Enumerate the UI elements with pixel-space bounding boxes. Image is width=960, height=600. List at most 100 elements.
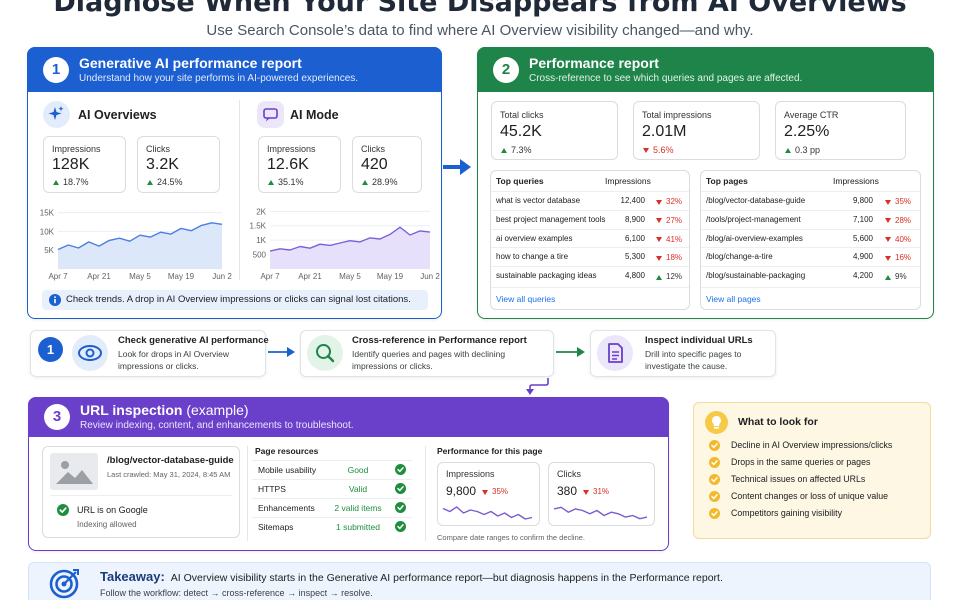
section-title: Page resources (255, 446, 319, 456)
change: 28% (885, 215, 911, 227)
icon-shape (72, 335, 108, 371)
icon-shape (395, 464, 406, 475)
metric-value: 3.2K (146, 156, 179, 173)
metric-value: 128K (52, 156, 90, 173)
section-title: AI Overviews (78, 108, 157, 122)
resource-label: Sitemaps (258, 522, 294, 532)
look-item: Competitors gaining visibility (731, 508, 842, 518)
row-name: best project management tools (496, 214, 606, 224)
metric-value: 2.25% (784, 123, 830, 140)
metric-label: Clicks (557, 469, 581, 479)
row-impressions: 8,900 (624, 214, 645, 224)
x-tick-label: Apr 7 (260, 272, 280, 281)
chart: 5K 10K 15K Apr 7 Apr 21 May 5 May 19 Jun 2 (40, 209, 233, 281)
y-tick-label: 1.5K (250, 222, 267, 231)
panel-subtitle: Cross-reference to see which queries and… (529, 72, 803, 84)
row-name: /blog/vector-database-guide (706, 196, 806, 205)
icon-shape (55, 575, 73, 593)
y-tick-label: 15K (40, 209, 55, 218)
change: 18% (656, 252, 682, 264)
row-divider (491, 191, 689, 192)
takeaway-text: AI Overview visibility starts in the Gen… (170, 572, 723, 584)
panel-header (27, 47, 442, 92)
row-divider (701, 209, 920, 211)
panel-title-note: (example) (186, 402, 249, 418)
info-icon (49, 294, 61, 306)
y-tick-label: 500 (253, 251, 267, 260)
row-divider (701, 287, 920, 288)
step-description: impressions or clicks. (118, 361, 199, 371)
step-icon (307, 335, 343, 371)
metric-value: 380 (557, 484, 578, 498)
look-box (693, 402, 931, 539)
change-value: 5.6% (653, 145, 674, 155)
icon-shape (48, 107, 62, 120)
arrow (268, 347, 295, 357)
resource-label: Enhancements (258, 503, 315, 513)
change: 9% (885, 271, 907, 283)
chart (553, 506, 648, 520)
change-value: 16% (895, 253, 912, 263)
panel-title: URL inspection (example) (80, 402, 249, 418)
metric-label: Impressions (52, 144, 101, 154)
row-name: ai overview examples (496, 233, 573, 243)
step-description: investigate the cause. (645, 361, 728, 371)
metric-label: Average CTR (784, 110, 839, 120)
step-icon (72, 335, 108, 371)
icon-shape (78, 345, 102, 361)
icon-shape (397, 486, 404, 492)
check-icon (395, 483, 406, 494)
icon-shape (460, 159, 471, 175)
change-value: 35% (492, 487, 509, 496)
metric-label: Clicks (146, 144, 170, 154)
icon-shape (61, 461, 69, 469)
target-icon (49, 569, 79, 599)
x-tick-label: Jun 2 (212, 272, 232, 281)
row-name: how to change a tire (496, 252, 569, 262)
resource-value: Valid (348, 484, 368, 494)
x-tick-label: Apr 21 (87, 272, 111, 281)
change-arrow (885, 274, 891, 280)
icon-shape (397, 524, 404, 530)
arrow (526, 378, 549, 395)
icon-shape (59, 507, 67, 513)
icon-shape (50, 453, 98, 490)
chart: 500 1K 1.5K 2K Apr 7 Apr 21 May 5 May 19 Jun 2 (250, 207, 441, 281)
change-value: 18% (666, 253, 683, 263)
row-impressions: 4,900 (852, 252, 873, 262)
area (58, 222, 222, 269)
icon-shape (316, 344, 331, 359)
divider (50, 495, 232, 496)
icon-shape (326, 354, 335, 363)
index-detail: Indexing allowed (77, 520, 137, 529)
row-divider (701, 191, 920, 192)
icon-shape (711, 443, 718, 449)
icon-shape (63, 571, 77, 585)
chart (442, 506, 533, 520)
metric-card (437, 462, 540, 526)
look-item: Drops in the same queries or pages (731, 457, 871, 467)
icon-shape (709, 508, 720, 519)
line (269, 226, 431, 252)
icon-shape (608, 343, 623, 363)
check-icon (709, 474, 720, 485)
change-arrow (656, 237, 662, 243)
area (270, 227, 430, 269)
row-divider (701, 247, 920, 249)
row-name: what is vector database (496, 196, 581, 205)
row-divider (701, 228, 920, 230)
panel-title: Generative AI performance report (79, 54, 302, 71)
divider (247, 446, 248, 541)
x-tick-label: Jun 2 (420, 272, 440, 281)
icon-shape (397, 505, 404, 511)
icon-shape (395, 483, 406, 494)
metric-label: Impressions (267, 144, 316, 154)
check-icon (57, 504, 69, 516)
icon-shape (709, 491, 720, 502)
metric-label: Total clicks (500, 110, 544, 120)
change-value: 35.1% (278, 177, 304, 187)
check-icon (709, 508, 720, 519)
change-value: 41% (666, 234, 683, 244)
change-arrow (501, 147, 507, 153)
